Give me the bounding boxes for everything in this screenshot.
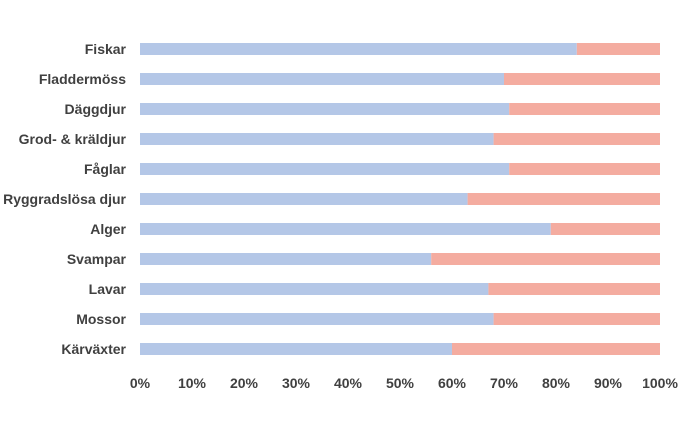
x-tick-label: 40% <box>334 375 363 391</box>
category-label: Fiskar <box>85 41 127 57</box>
category-label: Ryggradslösa djur <box>3 191 126 207</box>
bar-segment-1-9 <box>140 283 489 295</box>
x-tick-label: 100% <box>642 375 678 391</box>
category-label: Däggdjur <box>65 101 127 117</box>
bar-segment-1-1 <box>140 43 577 55</box>
bar-segment-2-4 <box>493 133 660 145</box>
x-tick-label: 90% <box>594 375 623 391</box>
bars-group <box>140 43 660 355</box>
bar-segment-1-11 <box>140 343 452 355</box>
category-label: Lavar <box>89 281 127 297</box>
category-label: Fladdermöss <box>39 71 126 87</box>
bar-segment-2-9 <box>488 283 660 295</box>
category-label: Grod- & kräldjur <box>19 131 127 147</box>
bar-segment-1-8 <box>140 253 432 265</box>
x-tick-label: 30% <box>282 375 311 391</box>
bar-segment-2-11 <box>452 343 660 355</box>
bar-segment-2-10 <box>493 313 660 325</box>
x-tick-label: 0% <box>130 375 151 391</box>
bar-segment-1-5 <box>140 163 510 175</box>
bar-segment-1-6 <box>140 193 468 205</box>
bar-segment-1-4 <box>140 133 494 145</box>
bar-segment-2-2 <box>504 73 660 85</box>
category-label: Kärväxter <box>61 341 126 357</box>
bar-segment-2-5 <box>509 163 660 175</box>
bar-segment-2-6 <box>467 193 660 205</box>
x-tick-label: 80% <box>542 375 571 391</box>
x-tick-label: 20% <box>230 375 259 391</box>
bar-segment-1-2 <box>140 73 504 85</box>
category-label: Mossor <box>76 311 126 327</box>
x-tick-label: 50% <box>386 375 415 391</box>
x-tick-label: 70% <box>490 375 519 391</box>
x-tick-label: 10% <box>178 375 207 391</box>
bar-segment-2-7 <box>550 223 660 235</box>
category-labels: Fiskar Fladdermöss Däggdjur Grod- & kräldju… <box>3 41 126 357</box>
bar-segment-1-7 <box>140 223 551 235</box>
category-label: Svampar <box>67 251 127 267</box>
bar-segment-2-1 <box>576 43 660 55</box>
category-label: Fåglar <box>84 161 127 177</box>
bar-segment-2-3 <box>509 103 660 115</box>
bar-segment-2-8 <box>431 253 660 265</box>
x-tick-label: 60% <box>438 375 467 391</box>
category-label: Alger <box>90 221 126 237</box>
bar-segment-1-3 <box>140 103 510 115</box>
bar-segment-1-10 <box>140 313 494 325</box>
x-tick-labels: 0% 10% 20% 30% 40% 50% 60% 70% 80% 90% 100% <box>130 375 679 391</box>
